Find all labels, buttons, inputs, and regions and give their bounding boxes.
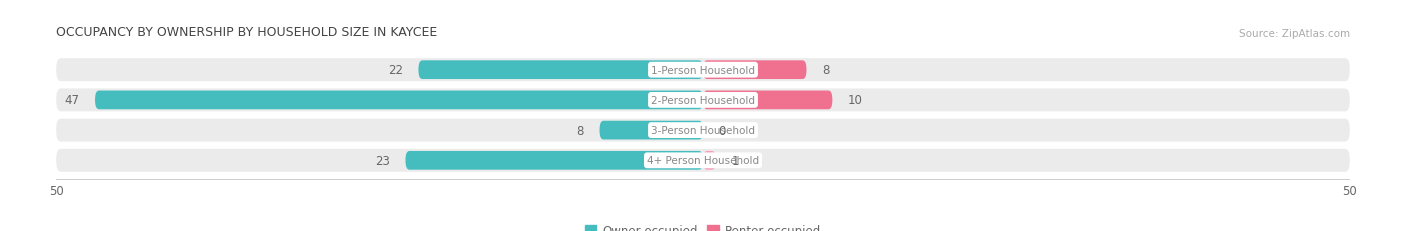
Text: 0: 0 (718, 124, 725, 137)
FancyBboxPatch shape (599, 121, 703, 140)
FancyBboxPatch shape (56, 149, 1350, 172)
Text: Source: ZipAtlas.com: Source: ZipAtlas.com (1239, 29, 1350, 39)
FancyBboxPatch shape (56, 59, 1350, 82)
FancyBboxPatch shape (703, 91, 832, 110)
FancyBboxPatch shape (703, 151, 716, 170)
FancyBboxPatch shape (703, 61, 807, 80)
Text: 1: 1 (731, 154, 740, 167)
FancyBboxPatch shape (56, 89, 1350, 112)
Text: OCCUPANCY BY OWNERSHIP BY HOUSEHOLD SIZE IN KAYCEE: OCCUPANCY BY OWNERSHIP BY HOUSEHOLD SIZE… (56, 26, 437, 39)
FancyBboxPatch shape (419, 61, 703, 80)
Text: 22: 22 (388, 64, 404, 77)
Text: 3-Person Household: 3-Person Household (651, 126, 755, 136)
FancyBboxPatch shape (56, 119, 1350, 142)
Text: 8: 8 (576, 124, 583, 137)
Text: 4+ Person Household: 4+ Person Household (647, 156, 759, 166)
FancyBboxPatch shape (405, 151, 703, 170)
Text: 23: 23 (375, 154, 389, 167)
Text: 8: 8 (823, 64, 830, 77)
Legend: Owner-occupied, Renter-occupied: Owner-occupied, Renter-occupied (579, 219, 827, 231)
FancyBboxPatch shape (96, 91, 703, 110)
Text: 1-Person Household: 1-Person Household (651, 65, 755, 75)
Text: 2-Person Household: 2-Person Household (651, 95, 755, 105)
Text: 10: 10 (848, 94, 863, 107)
Text: 47: 47 (65, 94, 80, 107)
